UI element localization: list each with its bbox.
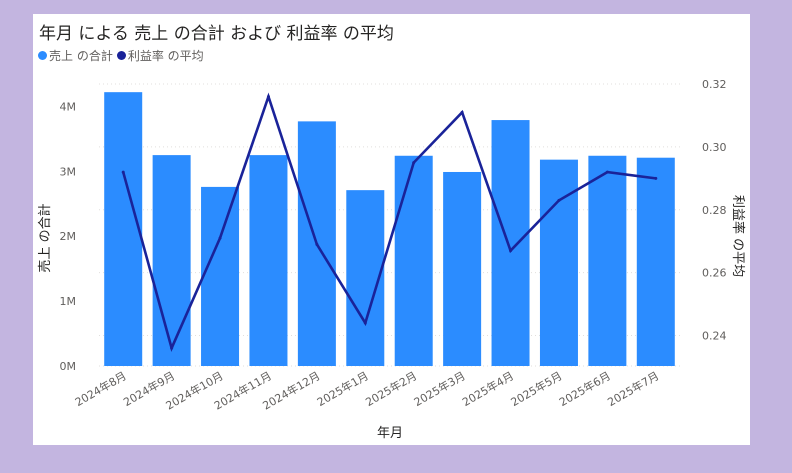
y-tick-label: 0M [60, 360, 77, 373]
x-axis-ticks: 2024年8月2024年9月2024年10月2024年11月2024年12月20… [72, 368, 661, 412]
y-axis-left-title: 売上 の合計 [37, 203, 53, 272]
y2-tick-label: 0.26 [702, 267, 727, 280]
bar[interactable] [201, 186, 240, 366]
y-tick-label: 4M [60, 100, 77, 113]
legend-label-margin: 利益率 の平均 [127, 49, 204, 63]
chart-legend: 売上 の合計 利益率 の平均 [38, 47, 208, 64]
y-axis-right-title: 利益率 の平均 [730, 195, 746, 277]
bar[interactable] [443, 171, 482, 366]
line-point[interactable] [121, 170, 125, 174]
bar[interactable] [152, 155, 191, 366]
line-margin [121, 92, 658, 352]
x-tick-label: 2025年6月 [557, 368, 613, 409]
y-tick-label: 2M [60, 230, 77, 243]
legend-label-sales: 売上 の合計 [49, 49, 113, 63]
x-axis-title: 年月 [377, 426, 403, 441]
series-line[interactable] [121, 92, 656, 352]
line-point[interactable] [170, 346, 174, 350]
x-tick-label: 2025年1月 [314, 368, 370, 409]
bar[interactable] [636, 157, 675, 366]
x-tick-label: 2025年2月 [363, 368, 419, 409]
bar[interactable] [249, 155, 288, 366]
legend-item-sales[interactable]: 売上 の合計 [38, 47, 113, 64]
bar[interactable] [491, 120, 530, 367]
chart-card: 年月 による 売上 の合計 および 利益率 の平均 売上 の合計 利益率 の平均… [33, 14, 750, 445]
line-point[interactable] [315, 242, 319, 246]
line-point[interactable] [218, 236, 222, 240]
chart-title: 年月 による 売上 の合計 および 利益率 の平均 [39, 24, 394, 44]
line-point[interactable] [266, 95, 270, 99]
legend-item-margin[interactable]: 利益率 の平均 [116, 47, 204, 64]
bar[interactable] [588, 155, 627, 366]
bar[interactable] [394, 155, 433, 366]
line-point[interactable] [654, 176, 658, 180]
y-tick-label: 3M [60, 165, 77, 178]
bar[interactable] [539, 159, 578, 366]
y2-tick-label: 0.28 [702, 204, 727, 217]
x-tick-label: 2025年3月 [411, 368, 467, 409]
line-point[interactable] [605, 170, 609, 174]
line-point[interactable] [460, 110, 464, 114]
x-tick-label: 2025年7月 [605, 368, 661, 409]
line-point[interactable] [509, 249, 513, 253]
y-tick-label: 1M [60, 295, 77, 308]
y-axis-right-ticks: 0.24 0.26 0.28 0.30 0.32 [702, 78, 727, 342]
line-point[interactable] [557, 198, 561, 202]
y-axis-left-ticks: 0M 1M 2M 3M 4M [60, 100, 77, 373]
line-point[interactable] [363, 321, 367, 325]
x-tick-label: 2025年4月 [460, 368, 516, 409]
gridlines [99, 83, 680, 367]
legend-swatch-sales [38, 51, 47, 60]
y2-tick-label: 0.30 [702, 141, 727, 154]
line-point[interactable] [412, 161, 416, 165]
x-tick-label: 2025年5月 [508, 368, 564, 409]
y2-tick-label: 0.32 [702, 78, 727, 91]
x-tick-label: 2024年8月 [72, 368, 128, 409]
legend-swatch-margin [116, 51, 126, 60]
bars-sales [104, 92, 675, 367]
y2-tick-label: 0.24 [702, 330, 727, 343]
bar[interactable] [104, 92, 143, 367]
